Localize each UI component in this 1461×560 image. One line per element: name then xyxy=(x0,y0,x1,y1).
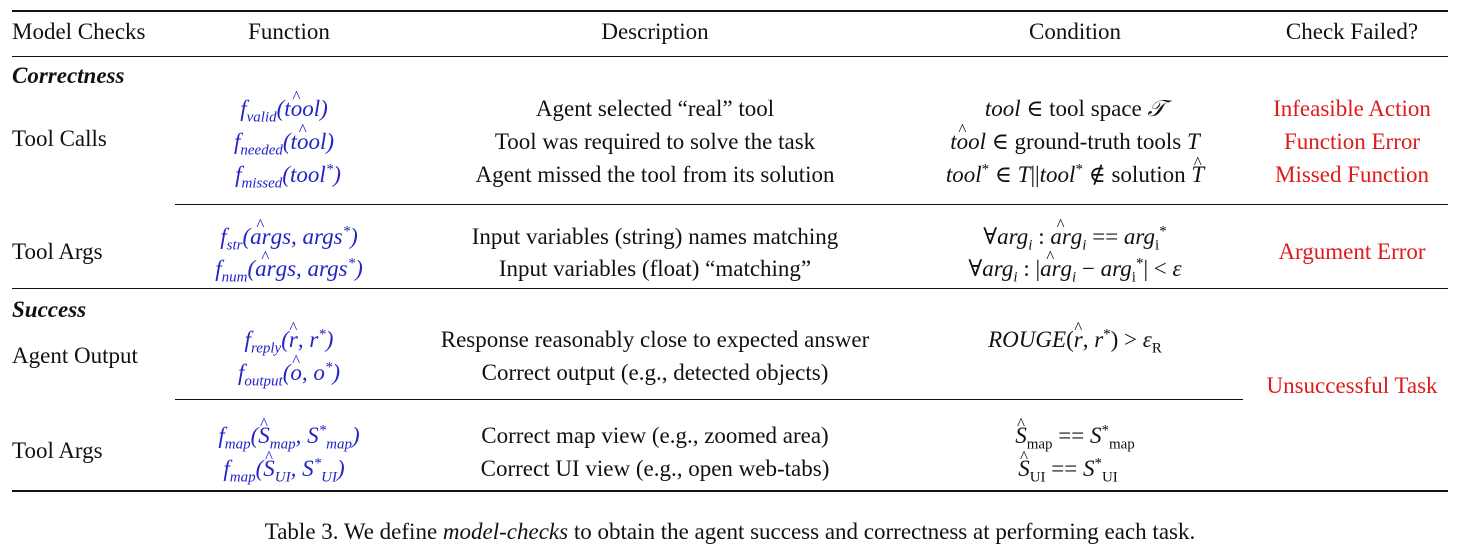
tool-calls-rule xyxy=(175,204,1448,205)
description-num: Input variables (float) “matching” xyxy=(498,256,812,281)
condition-needed: tool ∈ ground-truth tools T xyxy=(950,128,1200,156)
header-function: Function xyxy=(248,19,330,44)
function-valid: fvalid(tool) xyxy=(240,95,328,125)
fail-function-error: Function Error xyxy=(1283,129,1421,154)
description-str: Input variables (string) names matching xyxy=(471,224,839,249)
condition-ui: SUI == S*UI xyxy=(1018,455,1118,485)
description-output: Correct output (e.g., detected objects) xyxy=(482,359,829,387)
caption-suffix: to obtain the agent success and correctn… xyxy=(568,519,1196,544)
function-output: foutput(o, o*) xyxy=(238,359,340,389)
function-num: fnum(args, args*) xyxy=(215,255,363,285)
condition-map: Smap == S*map xyxy=(1015,422,1135,452)
description-ui: Correct UI view (e.g., open web-tabs) xyxy=(480,456,830,481)
description-needed: Tool was required to solve the task xyxy=(494,129,816,154)
fail-argument-error: Argument Error xyxy=(1278,239,1426,264)
correctness-end-rule xyxy=(12,288,1448,289)
function-reply: freply(r, r*) xyxy=(245,326,334,356)
row-label-tool-args-2: Tool Args xyxy=(12,438,103,463)
function-ui: fmap(SUI, S*UI) xyxy=(223,455,344,485)
function-needed: fneeded(tool) xyxy=(234,128,334,158)
description-reply: Response reasonably close to expected an… xyxy=(440,327,870,352)
function-str: fstr(args, args*) xyxy=(220,223,358,253)
header-check-failed: Check Failed? xyxy=(1285,19,1419,44)
section-success: Success xyxy=(12,297,87,322)
condition-num: ∀argi : |argi − argi*| < ε xyxy=(968,255,1181,285)
caption-prefix: Table 3. We define xyxy=(264,519,443,544)
description-valid: Agent selected “real” tool xyxy=(535,96,775,121)
row-label-tool-args-1: Tool Args xyxy=(12,239,103,264)
section-correctness: Correctness xyxy=(12,63,125,88)
description-output-text: Correct output (e.g., detected objects) xyxy=(481,360,829,385)
fail-infeasible-action: Infeasible Action xyxy=(1273,96,1431,121)
fail-unsuccessful-task: Unsuccessful Task xyxy=(1266,373,1438,398)
top-rule xyxy=(12,10,1448,12)
condition-str: ∀argi : argi == argi* xyxy=(983,223,1166,253)
agent-output-rule xyxy=(175,399,1243,400)
row-label-tool-calls: Tool Calls xyxy=(12,126,107,151)
table-caption: Table 3. We define model-checks to obtai… xyxy=(265,519,1195,545)
description-missed: Agent missed the tool from its solution xyxy=(475,162,835,187)
caption-emphasis: model-checks xyxy=(442,519,569,544)
header-model-checks: Model Checks xyxy=(12,19,146,44)
condition-missed: tool* ∈ T||tool* ∉ solution T xyxy=(946,161,1204,189)
header-rule xyxy=(12,56,1448,57)
bottom-rule xyxy=(12,490,1448,492)
condition-valid: tool ∈ tool space 𝒯 xyxy=(984,96,1166,121)
header-description: Description xyxy=(601,19,709,44)
description-map: Correct map view (e.g., zoomed area) xyxy=(481,423,829,448)
condition-reply: ROUGE(r, r*) > εR xyxy=(988,326,1162,356)
row-label-agent-output: Agent Output xyxy=(12,343,138,368)
function-map: fmap(Smap, S*map) xyxy=(218,422,359,452)
fail-missed-function: Missed Function xyxy=(1275,162,1429,187)
header-condition: Condition xyxy=(1028,19,1122,44)
function-missed: fmissed(tool*) xyxy=(235,161,341,192)
